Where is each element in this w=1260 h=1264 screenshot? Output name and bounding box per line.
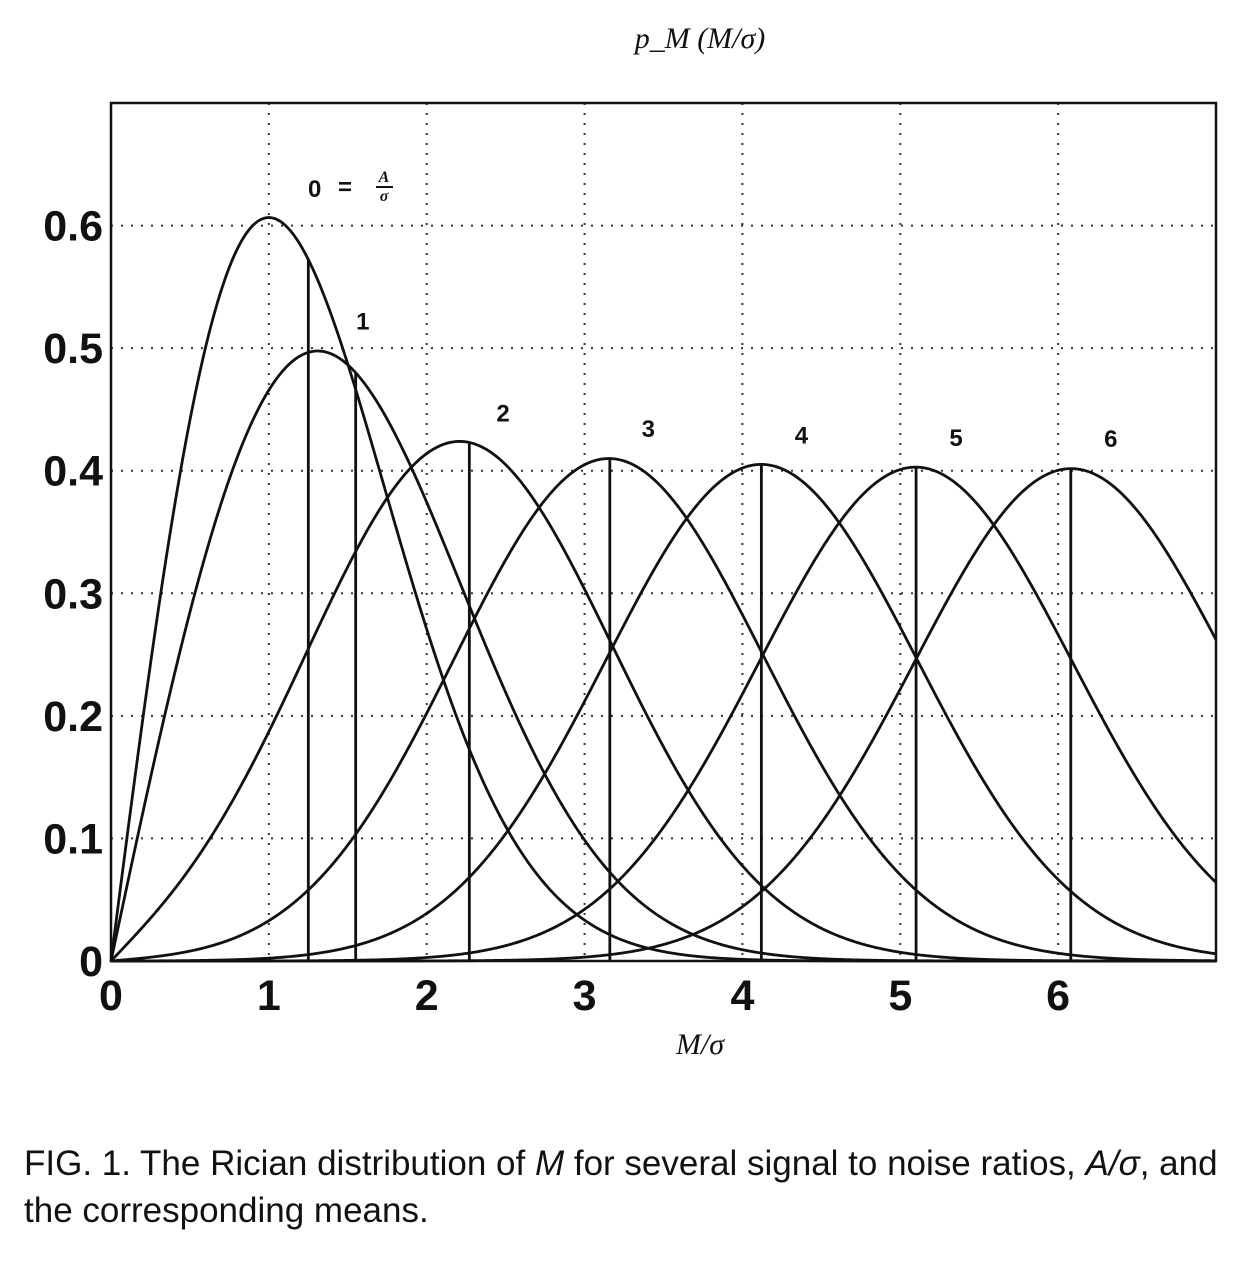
y-tick-label-2: 0.2 bbox=[43, 693, 103, 741]
caption-prefix: FIG. 1. The Rician distribution of bbox=[24, 1144, 535, 1183]
x-tick-label-3: 3 bbox=[573, 972, 597, 1020]
y-tick-label-1: 0.1 bbox=[43, 815, 103, 863]
y-tick-label-6: 0.6 bbox=[43, 203, 103, 251]
curve-snr-2 bbox=[109, 440, 1216, 963]
y-tick-label-4: 0.4 bbox=[43, 448, 103, 496]
curve-label-4: 4 bbox=[795, 422, 809, 449]
curve-labels: 1 2 3 4 5 6 bbox=[356, 308, 1117, 453]
curve-label-2: 2 bbox=[496, 400, 509, 427]
mean-lines bbox=[306, 259, 1073, 961]
snr-eq-numerator: A bbox=[378, 169, 390, 186]
x-tick-label-1: 1 bbox=[257, 972, 281, 1020]
curve-snr-3 bbox=[110, 457, 1217, 963]
curve-label-5: 5 bbox=[949, 425, 962, 452]
curve-label-6: 6 bbox=[1104, 426, 1117, 453]
grid-lines bbox=[111, 103, 1216, 961]
y-tick-label-0: 0 bbox=[79, 938, 103, 986]
x-tick-label-4: 4 bbox=[730, 972, 754, 1020]
caption-middle: for several signal to noise ratios, bbox=[564, 1144, 1086, 1183]
y-tick-label-3: 0.3 bbox=[43, 570, 103, 618]
x-axis-title: M/σ bbox=[675, 1028, 725, 1061]
snr-equation-label: 0 = A σ bbox=[308, 169, 393, 205]
y-axis-title: p_M (M/σ) bbox=[634, 22, 766, 55]
snr-eq-sign: = bbox=[338, 174, 352, 201]
x-tick-label-2: 2 bbox=[415, 972, 439, 1020]
figure-caption: FIG. 1. The Rician distribution of M for… bbox=[24, 1140, 1234, 1234]
curve-snr-4 bbox=[111, 463, 1217, 963]
plot-frame bbox=[109, 101, 1218, 963]
caption-var-m: M bbox=[534, 1144, 565, 1183]
rician-chart: 0 1 2 3 4 5 6 0 0.1 0.2 0.3 0.4 0.5 0.6 1 2 3 4 5 6 0 = A … bbox=[43, 101, 1218, 1020]
tick-labels: 0 1 2 3 4 5 6 0 0.1 0.2 0.3 0.4 0.5 0.6 bbox=[43, 203, 1070, 1020]
curves bbox=[109, 216, 1218, 963]
caption-suffix: , and the corresponding means. bbox=[24, 1144, 1218, 1230]
curve-label-1: 1 bbox=[356, 308, 369, 335]
caption-var-ratio: A/σ bbox=[1085, 1144, 1140, 1183]
snr-eq-denominator: σ bbox=[380, 188, 389, 205]
x-tick-label-5: 5 bbox=[888, 972, 912, 1020]
x-tick-label-0: 0 bbox=[99, 972, 123, 1020]
x-tick-label-6: 6 bbox=[1046, 972, 1070, 1020]
curve-label-3: 3 bbox=[642, 416, 655, 443]
curve-snr-0 bbox=[109, 216, 1216, 963]
y-tick-label-5: 0.5 bbox=[43, 325, 103, 373]
snr-eq-lhs: 0 bbox=[308, 176, 321, 203]
